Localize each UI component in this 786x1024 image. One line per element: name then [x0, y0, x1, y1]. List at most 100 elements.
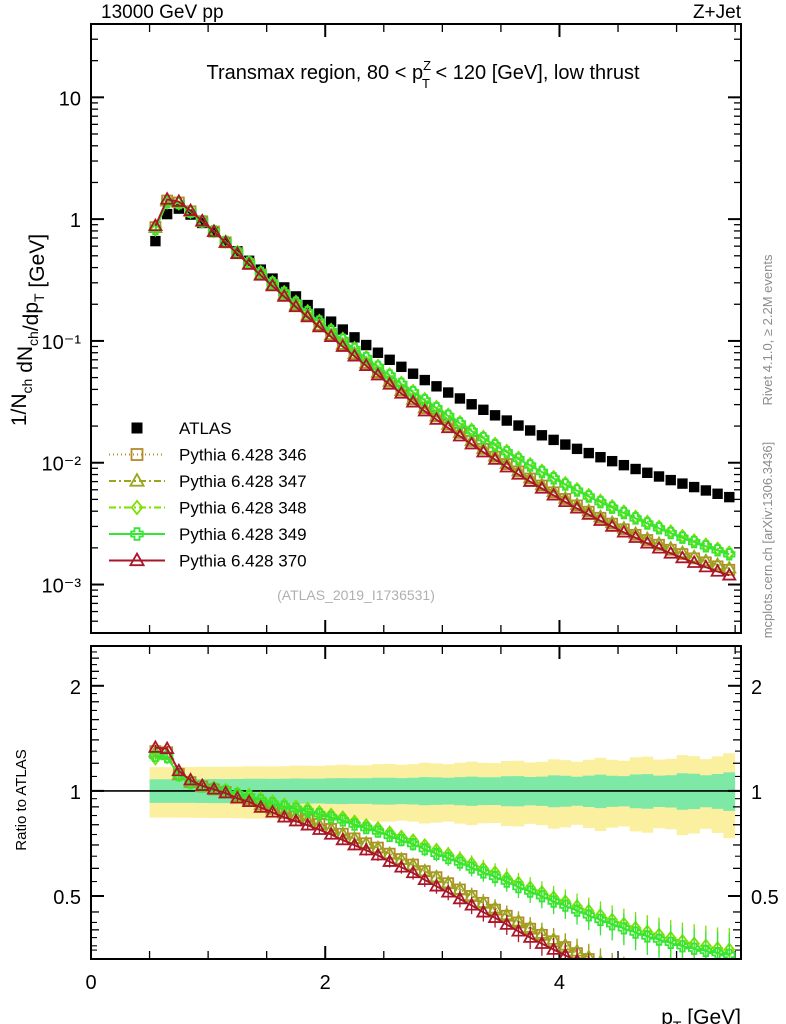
marker-triangle [229, 245, 245, 259]
marker-triangle [628, 529, 644, 543]
marker-triangle [630, 970, 642, 981]
marker-square-filled [431, 381, 442, 392]
marker-cross-box [723, 948, 736, 958]
marker-square-filled [700, 485, 712, 496]
marker-triangle [346, 837, 363, 851]
marker-triangle [604, 518, 620, 532]
legend-item-4: Pythia 6.428 349 [109, 525, 307, 544]
legend-item-1: Pythia 6.428 346 [109, 446, 307, 465]
marker-cross-box [289, 802, 303, 816]
marker-square [631, 975, 641, 985]
marker-square-filled [419, 374, 430, 386]
marker-cross-box [465, 861, 478, 874]
marker-triangle [592, 512, 609, 526]
marker-square-filled [560, 439, 571, 450]
ratio-y-ticklabel-left: 1 [70, 782, 81, 804]
side-label-mcplots-text: mcplots.cern.ch [arXiv:1306.3436] [760, 442, 775, 639]
marker-triangle [487, 451, 503, 465]
marker-cross-box [348, 818, 361, 831]
marker-square-filled [466, 399, 477, 410]
marker-triangle [721, 567, 737, 581]
marker-square-filled [443, 387, 454, 398]
marker-triangle [182, 772, 199, 786]
marker-triangle [712, 988, 724, 999]
marker-triangle [452, 890, 468, 905]
marker-triangle [253, 799, 269, 813]
marker-cross-box [406, 838, 420, 851]
marker-triangle [581, 506, 597, 520]
marker-triangle [534, 935, 550, 949]
marker-triangle [218, 785, 234, 799]
marker-triangle [194, 777, 210, 791]
series-pythia-6-428-370 [147, 191, 737, 581]
legend-item-0: ATLAS [131, 419, 232, 438]
marker-cross-box [617, 922, 630, 935]
marker-triangle [405, 864, 421, 879]
marker-square-filled [524, 425, 536, 436]
marker-square-filled [361, 339, 372, 351]
marker-cross-box [652, 522, 666, 535]
main-y-ticklabel: 10⁻³ [42, 576, 82, 598]
marker-triangle [311, 318, 327, 333]
marker-cross-box [301, 805, 314, 818]
marker-cross-box [313, 808, 326, 821]
marker-cross-box [512, 452, 525, 466]
marker-cross-box [324, 811, 338, 824]
marker-triangle [653, 978, 665, 989]
marker-cross-box [360, 822, 373, 835]
marker-cross-box [535, 890, 549, 903]
marker-triangle [674, 549, 690, 564]
marker-triangle [710, 556, 726, 571]
marker-triangle [700, 987, 712, 998]
marker-triangle [557, 493, 573, 508]
ratio-series-pythia-6-428-370 [147, 739, 642, 993]
marker-triangle [630, 982, 642, 993]
main-y-ticklabel: 10⁻¹ [42, 332, 82, 354]
marker-triangle [323, 328, 339, 343]
marker-cross-box [582, 909, 595, 922]
marker-triangle [452, 428, 468, 442]
marker-cross-box [594, 496, 607, 509]
marker-cross-box [547, 472, 560, 485]
marker-triangle [698, 552, 714, 567]
marker-diamond [676, 528, 689, 544]
marker-triangle [569, 500, 585, 514]
marker-cross-box [219, 784, 232, 797]
marker-triangle [464, 897, 480, 911]
marker-cross-box [336, 814, 350, 827]
legend-label: Pythia 6.428 346 [179, 446, 307, 465]
marker-square-filled [548, 434, 559, 446]
marker-triangle [618, 966, 630, 977]
marker-square-filled [688, 481, 700, 493]
ratio-data [147, 739, 736, 999]
marker-cross-box [570, 484, 584, 497]
side-label-rivet: Rivet 4.1.0, ≥ 2.2M events [760, 254, 775, 405]
marker-diamond [149, 222, 162, 238]
marker-cross-box [477, 866, 490, 879]
legend-label: Pythia 6.428 348 [179, 499, 307, 518]
marker-cross-box [130, 527, 144, 541]
marker-cross-box [453, 856, 467, 869]
marker-triangle [218, 234, 234, 248]
marker-square [642, 978, 652, 988]
marker-triangle [606, 972, 618, 983]
marker-triangle [241, 793, 257, 808]
marker-cross-box [711, 544, 724, 557]
marker-triangle [686, 549, 702, 563]
marker-cross-box [547, 895, 560, 908]
marker-triangle [159, 191, 175, 205]
marker-square-filled [501, 415, 512, 426]
marker-cross-box [500, 875, 513, 888]
marker-triangle [583, 949, 594, 958]
marker-cross-box [641, 517, 654, 530]
marker-triangle [300, 817, 316, 831]
side-label-mcplots: mcplots.cern.ch [arXiv:1306.3436] [760, 442, 775, 639]
marker-square-filled [197, 217, 208, 229]
marker-triangle [276, 288, 292, 302]
marker-triangle [335, 832, 351, 846]
marker-triangle [128, 551, 146, 567]
marker-triangle [370, 847, 386, 861]
x-ticklabel: 0 [85, 972, 96, 994]
